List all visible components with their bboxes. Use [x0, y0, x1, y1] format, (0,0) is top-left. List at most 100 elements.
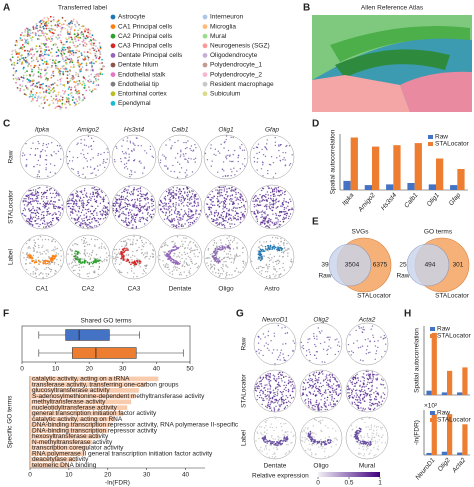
expr-dot: [273, 452, 276, 454]
expr-dot: [356, 394, 358, 396]
expr-dot: [285, 444, 288, 446]
cell-dot: [24, 60, 27, 62]
cell-dot: [23, 59, 26, 61]
expr-dot: [351, 390, 354, 392]
expr-dot: [179, 271, 182, 274]
expr-dot: [285, 145, 287, 148]
cell-dot: [94, 88, 97, 91]
expr-dot: [256, 398, 258, 401]
cell-dot: [68, 45, 71, 48]
expr-dot: [301, 394, 303, 397]
cell-dot: [31, 88, 34, 91]
cell-dot: [70, 94, 73, 97]
expr-dot: [235, 219, 238, 221]
expr-dot: [277, 389, 279, 391]
expr-dot: [269, 375, 271, 377]
expr-dot: [88, 198, 90, 201]
expr-dot: [54, 201, 56, 203]
expr-dot: [40, 219, 42, 221]
expr-dot: [306, 381, 309, 384]
expr-dot: [283, 384, 285, 387]
expr-dot: [131, 254, 134, 256]
cell-dot: [63, 85, 66, 88]
expr-dot: [317, 379, 320, 381]
expr-dot: [318, 407, 320, 409]
expr-dot: [45, 273, 47, 275]
cell-dot: [65, 40, 68, 43]
cell-dot: [12, 74, 15, 77]
expr-dot: [211, 201, 213, 203]
expr-dot: [282, 158, 284, 161]
cell-dot: [76, 80, 78, 83]
label-dot: [81, 261, 84, 264]
cell-dot: [74, 81, 77, 84]
expr-dot: [185, 141, 187, 144]
expr-dot: [97, 221, 99, 223]
expr-dot: [130, 216, 133, 219]
expr-dot: [78, 275, 81, 277]
expr-dot: [183, 262, 185, 264]
expr-dot: [37, 244, 40, 247]
cell-dot: [83, 77, 86, 79]
expr-dot: [86, 215, 88, 218]
expr-dot: [114, 205, 116, 208]
column-label: CA2: [82, 286, 95, 293]
expr-dot: [132, 250, 134, 253]
expr-dot: [177, 211, 179, 213]
expr-dot: [53, 263, 56, 265]
expr-dot: [274, 141, 277, 143]
expr-dot: [61, 208, 64, 211]
expr-dot: [285, 452, 288, 454]
expr-dot: [167, 206, 170, 208]
cell-dot: [95, 55, 98, 58]
expr-dot: [187, 218, 189, 221]
expr-dot: [37, 216, 40, 218]
expr-dot: [222, 263, 224, 266]
expr-dot: [333, 403, 335, 405]
expr-dot: [269, 403, 271, 406]
cell-dot: [39, 83, 42, 86]
expr-dot: [59, 259, 62, 262]
expr-dot: [96, 214, 98, 216]
expr-dot: [120, 195, 123, 197]
expr-dot: [234, 174, 236, 176]
expr-dot: [169, 220, 171, 223]
cell-dot: [58, 60, 61, 63]
cell-dot: [35, 56, 38, 59]
expr-dot: [144, 223, 146, 225]
expr-dot: [302, 386, 304, 388]
cell-dot: [59, 83, 62, 86]
cell-dot: [72, 75, 75, 78]
expr-dot: [241, 195, 243, 198]
expr-dot: [284, 217, 286, 219]
expr-dot: [273, 429, 275, 432]
label-dot: [169, 259, 172, 262]
expr-dot: [138, 210, 140, 213]
cell-dot: [14, 72, 17, 74]
expr-dot: [184, 253, 187, 256]
expr-dot: [277, 438, 280, 441]
expr-dot: [88, 255, 90, 258]
expr-dot: [72, 197, 74, 200]
cell-dot: [96, 47, 99, 50]
expr-dot: [271, 189, 274, 191]
expr-dot: [29, 198, 32, 200]
expr-dot: [97, 217, 99, 220]
cell-dot: [88, 81, 91, 84]
expr-dot: [82, 223, 84, 225]
expr-dot: [232, 216, 235, 218]
cell-dot: [78, 65, 81, 68]
expr-dot: [21, 155, 24, 157]
expr-dot: [197, 198, 199, 200]
expr-dot: [363, 379, 365, 382]
expr-dot: [317, 327, 319, 329]
expr-dot: [291, 441, 293, 444]
expr-dot: [288, 379, 290, 381]
expr-dot: [257, 267, 260, 270]
expr-dot: [268, 394, 270, 396]
expr-dot: [71, 198, 73, 200]
expr-dot: [263, 431, 266, 434]
expr-dot: [268, 260, 271, 262]
expr-dot: [145, 203, 147, 205]
expr-dot: [264, 195, 266, 197]
